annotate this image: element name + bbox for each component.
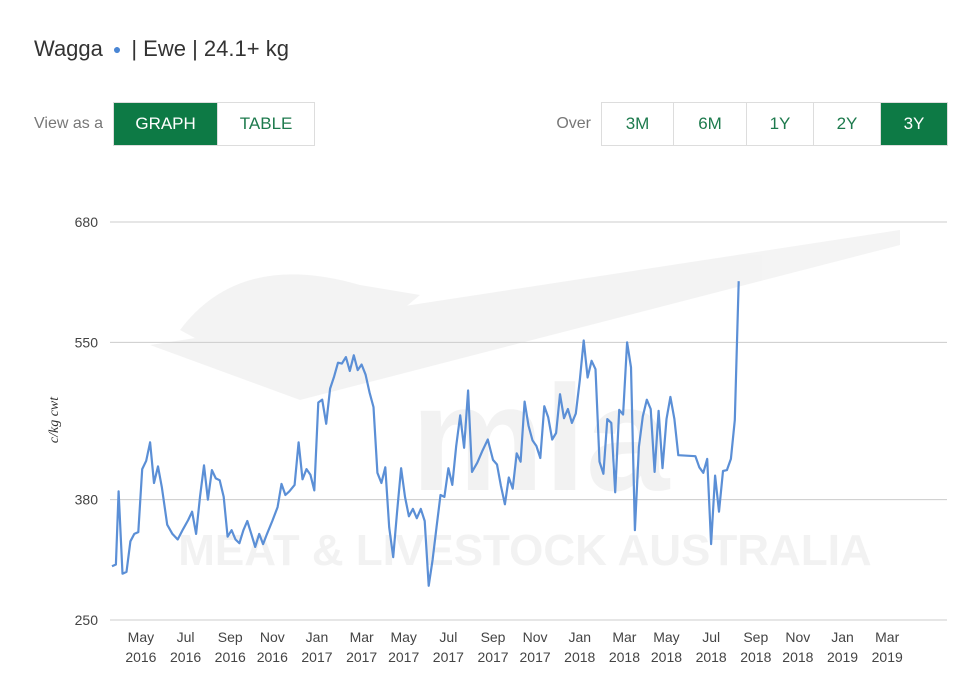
x-tick-month: Jan xyxy=(306,629,329,645)
location-name: Wagga xyxy=(34,36,103,61)
x-tick-month: Nov xyxy=(785,629,810,645)
x-tick-month: Jan xyxy=(831,629,854,645)
graph-button[interactable]: GRAPH xyxy=(114,103,219,145)
range-3y-button[interactable]: 3Y xyxy=(881,103,947,145)
y-tick-label: 380 xyxy=(75,492,99,508)
x-tick-year: 2018 xyxy=(696,649,727,665)
x-tick-year: 2017 xyxy=(301,649,332,665)
x-tick-month: May xyxy=(128,629,154,645)
x-tick-year: 2018 xyxy=(564,649,595,665)
x-tick-year: 2016 xyxy=(257,649,288,665)
view-toggle-group: View as a GRAPH TABLE xyxy=(34,102,316,146)
x-tick-year: 2018 xyxy=(609,649,640,665)
table-button[interactable]: TABLE xyxy=(218,103,315,145)
x-tick-year: 2019 xyxy=(827,649,858,665)
x-tick-year: 2017 xyxy=(346,649,377,665)
x-tick-year: 2017 xyxy=(477,649,508,665)
title-details: | Ewe | 24.1+ kg xyxy=(131,36,289,61)
x-tick-year: 2019 xyxy=(872,649,903,665)
x-tick-month: Jul xyxy=(702,629,720,645)
x-tick-labels: May 2016 Jul 2016 Sep 2016 Nov 2016 Jan 2017 Mar 20… xyxy=(125,629,903,665)
x-tick-month: Sep xyxy=(481,629,506,645)
range-segmented-control: 3M 6M 1Y 2Y 3Y xyxy=(601,102,948,146)
mla-watermark: mla MEAT & LIVESTOCK AUSTRALIA xyxy=(150,230,900,575)
watermark-hat-icon xyxy=(180,274,420,395)
chart-title: Wagga ● | Ewe | 24.1+ kg xyxy=(34,36,289,62)
price-series-line xyxy=(111,281,740,587)
x-tick-month: May xyxy=(653,629,679,645)
x-tick-year: 2018 xyxy=(651,649,682,665)
y-axis-label: c/kg cwt xyxy=(47,396,62,443)
view-segmented-control: GRAPH TABLE xyxy=(113,102,316,146)
range-6m-button[interactable]: 6M xyxy=(674,103,747,145)
x-tick-year: 2018 xyxy=(782,649,813,665)
x-tick-month: Mar xyxy=(875,629,899,645)
watermark-org-text: MEAT & LIVESTOCK AUSTRALIA xyxy=(178,526,871,575)
range-toggle-group: Over 3M 6M 1Y 2Y 3Y xyxy=(556,102,948,146)
x-tick-month: May xyxy=(390,629,416,645)
series-dot-icon: ● xyxy=(112,41,122,57)
y-tick-label: 250 xyxy=(75,612,99,628)
x-tick-year: 2016 xyxy=(170,649,201,665)
x-tick-month: Sep xyxy=(218,629,243,645)
x-tick-month: Mar xyxy=(350,629,374,645)
x-tick-month: Jan xyxy=(568,629,591,645)
range-3m-button[interactable]: 3M xyxy=(602,103,674,145)
x-tick-year: 2017 xyxy=(520,649,551,665)
watermark-swoosh-icon xyxy=(150,230,900,400)
view-as-label: View as a xyxy=(34,115,104,132)
range-1y-button[interactable]: 1Y xyxy=(747,103,814,145)
range-2y-button[interactable]: 2Y xyxy=(814,103,881,145)
x-tick-month: Nov xyxy=(523,629,548,645)
x-tick-month: Mar xyxy=(612,629,636,645)
x-tick-year: 2016 xyxy=(125,649,156,665)
x-tick-year: 2017 xyxy=(433,649,464,665)
y-tick-label: 680 xyxy=(75,214,99,230)
y-tick-labels: 250 380 550 680 xyxy=(75,214,99,628)
x-tick-year: 2016 xyxy=(215,649,246,665)
x-tick-year: 2017 xyxy=(388,649,419,665)
x-tick-month: Jul xyxy=(439,629,457,645)
over-label: Over xyxy=(556,115,591,132)
x-tick-month: Nov xyxy=(260,629,285,645)
x-tick-month: Sep xyxy=(743,629,768,645)
x-tick-month: Jul xyxy=(177,629,195,645)
x-tick-year: 2018 xyxy=(740,649,771,665)
y-gridlines xyxy=(110,221,947,621)
y-tick-label: 550 xyxy=(75,334,99,350)
